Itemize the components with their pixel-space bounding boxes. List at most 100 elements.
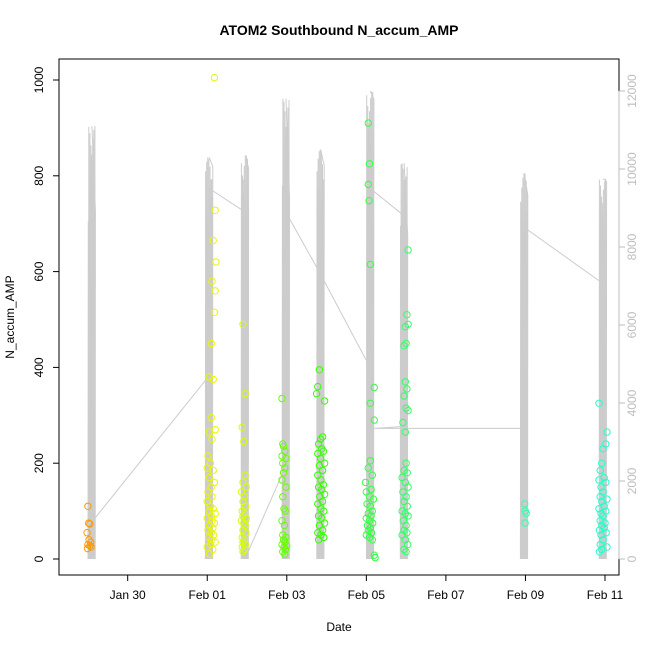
data-point bbox=[368, 471, 376, 479]
data-point bbox=[599, 445, 607, 453]
data-point bbox=[279, 459, 287, 467]
data-point bbox=[207, 512, 215, 520]
data-point bbox=[211, 287, 219, 295]
data-point bbox=[209, 375, 217, 384]
data-point bbox=[205, 373, 213, 381]
data-point bbox=[402, 521, 410, 530]
data-point bbox=[364, 464, 372, 472]
data-point bbox=[597, 531, 605, 539]
data-point bbox=[281, 507, 289, 515]
y-axis-label: N_accum_AMP bbox=[3, 275, 17, 358]
secondary-spike bbox=[316, 149, 325, 560]
data-point bbox=[208, 493, 216, 501]
x-tick-label: Feb 05 bbox=[348, 588, 386, 602]
data-point bbox=[282, 533, 290, 542]
data-point bbox=[281, 550, 289, 558]
data-point bbox=[598, 459, 606, 467]
data-point bbox=[279, 469, 288, 477]
secondary-spike bbox=[598, 178, 608, 560]
data-point bbox=[238, 423, 246, 431]
data-point bbox=[279, 548, 287, 556]
x-tick-label: Jan 30 bbox=[110, 588, 146, 602]
data-point bbox=[404, 246, 412, 254]
data-point bbox=[320, 507, 328, 515]
data-point bbox=[319, 481, 328, 489]
y-tick-label: 800 bbox=[32, 165, 46, 185]
data-point bbox=[209, 466, 217, 475]
data-point bbox=[84, 502, 92, 510]
data-point bbox=[521, 500, 529, 508]
data-point bbox=[404, 512, 412, 520]
data-point bbox=[595, 399, 603, 407]
data-point bbox=[278, 452, 286, 460]
data-point bbox=[87, 543, 95, 551]
x-tick-label: Feb 09 bbox=[507, 588, 545, 602]
data-point bbox=[281, 464, 289, 472]
data-point bbox=[241, 390, 249, 398]
data-point bbox=[314, 382, 322, 391]
data-point bbox=[365, 493, 374, 501]
data-point bbox=[205, 428, 213, 436]
data-point bbox=[596, 493, 604, 501]
secondary-spike bbox=[204, 157, 214, 560]
data-point bbox=[279, 493, 287, 501]
x-tick-label: Feb 01 bbox=[189, 588, 227, 602]
y-tick-label: 600 bbox=[32, 261, 46, 281]
y-axis-left: 0 200 400 600 800 1000 bbox=[32, 66, 60, 562]
data-point bbox=[280, 521, 289, 530]
data-point bbox=[365, 160, 374, 168]
data-point bbox=[596, 540, 604, 549]
data-point bbox=[204, 488, 212, 496]
data-point bbox=[371, 553, 379, 562]
secondary-spike bbox=[87, 126, 96, 560]
data-point bbox=[368, 507, 376, 515]
data-point bbox=[204, 452, 212, 460]
data-point bbox=[366, 457, 374, 465]
data-point bbox=[83, 544, 92, 553]
data-point bbox=[365, 197, 373, 205]
data-point bbox=[242, 483, 250, 491]
data-point bbox=[402, 339, 410, 348]
data-point bbox=[238, 507, 246, 515]
data-point bbox=[241, 471, 249, 479]
data-point bbox=[282, 483, 290, 491]
secondary-spike bbox=[240, 155, 250, 560]
plot-frame bbox=[58, 58, 620, 576]
data-point bbox=[211, 509, 219, 518]
data-point bbox=[368, 536, 376, 544]
data-point bbox=[402, 548, 410, 556]
data-point bbox=[86, 520, 94, 528]
data-point bbox=[401, 428, 409, 436]
data-point bbox=[404, 483, 412, 491]
data-point bbox=[316, 435, 325, 443]
data-point bbox=[402, 493, 410, 501]
data-point bbox=[401, 323, 409, 331]
y2-tick-label: 4000 bbox=[625, 389, 639, 416]
data-point bbox=[208, 435, 216, 443]
x-axis: Jan 30 Feb 01 Feb 03 Feb 05 Feb 07 Feb 09 Feb … bbox=[110, 574, 624, 602]
data-point bbox=[312, 390, 321, 398]
data-point bbox=[598, 545, 606, 554]
data-point bbox=[278, 540, 286, 549]
data-point bbox=[239, 548, 247, 556]
data-point bbox=[318, 433, 327, 441]
chart-title: ATOM2 Southbound N_accum_AMP bbox=[219, 22, 458, 38]
scatter-points bbox=[83, 73, 611, 562]
y2-tick-label: 0 bbox=[625, 555, 639, 562]
data-point bbox=[279, 442, 288, 451]
data-point bbox=[207, 414, 215, 422]
data-point bbox=[595, 476, 603, 484]
data-point bbox=[403, 502, 411, 510]
data-point bbox=[211, 206, 219, 215]
data-point bbox=[239, 320, 247, 328]
data-point bbox=[370, 383, 378, 392]
x-tick-label: Feb 03 bbox=[268, 588, 306, 602]
data-point bbox=[361, 478, 370, 487]
y-axis-right: 0 2000 4000 6000 8000 10000 12000 bbox=[618, 74, 639, 562]
secondary-spike bbox=[281, 98, 291, 560]
data-point bbox=[210, 73, 219, 82]
data-point bbox=[403, 469, 411, 477]
data-point bbox=[595, 548, 604, 556]
data-point bbox=[212, 258, 220, 266]
